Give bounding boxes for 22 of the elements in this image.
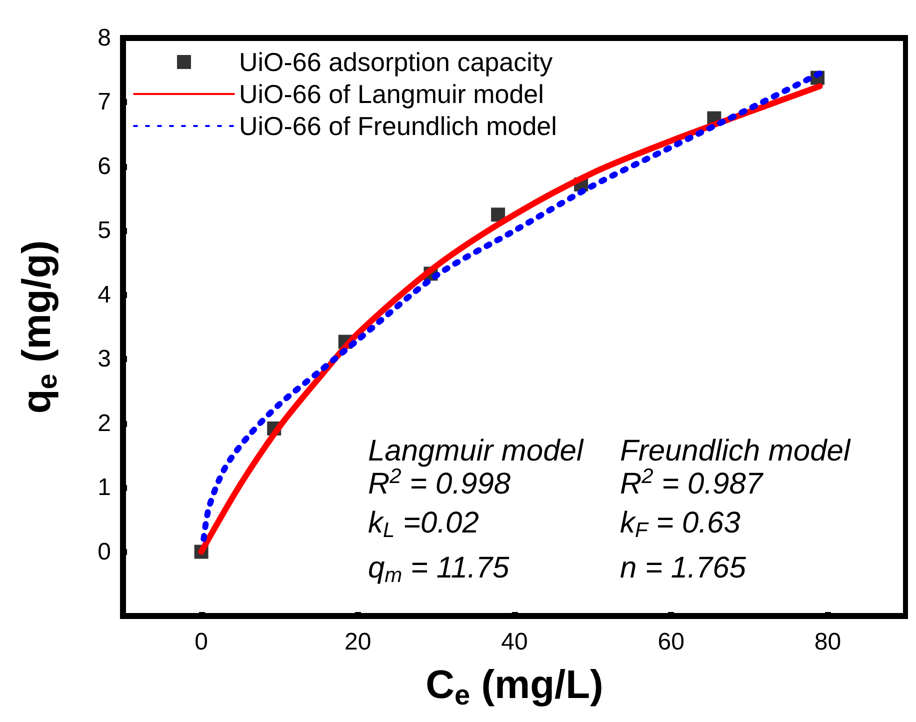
x-tick-label: 0	[194, 628, 208, 656]
y-tick-label: 4	[98, 281, 111, 308]
legend-label: UiO-66 adsorption capacity	[239, 47, 553, 77]
annotation: n = 1.765	[620, 552, 746, 584]
point	[491, 208, 506, 222]
x-tick-label: 80	[814, 628, 842, 656]
x-tick-label: 20	[344, 628, 372, 656]
x-tick-label: 40	[501, 628, 528, 656]
y-tick-label: 2	[98, 410, 111, 437]
x-tick-label: 60	[658, 628, 684, 656]
y-tick-label: 7	[98, 88, 111, 116]
y-tick-label: 5	[98, 217, 111, 244]
y-tick-label: 3	[98, 346, 111, 373]
y-axis-title: qe (mg/g)	[15, 240, 62, 414]
y-tick-label: 8	[98, 24, 111, 52]
annotation: Freundlich model	[620, 434, 852, 468]
y-tick-label: 1	[98, 474, 111, 502]
annotation: Langmuir model	[368, 434, 584, 468]
legend-label: UiO-66 of Freundlich model	[239, 111, 557, 141]
y-tick-label: 0	[98, 538, 111, 566]
legend-label: UiO-66 of Langmuir model	[239, 79, 544, 109]
y-tick-label: 6	[98, 152, 111, 180]
